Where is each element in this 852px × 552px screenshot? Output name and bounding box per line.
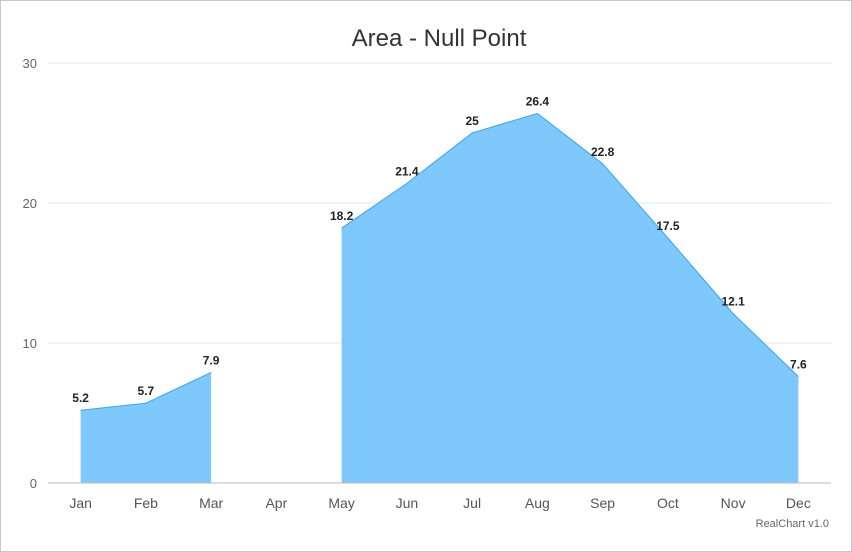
x-tick-label: Sep bbox=[590, 495, 615, 511]
x-tick-label: Aug bbox=[525, 495, 550, 511]
data-label: 22.8 bbox=[591, 145, 615, 159]
data-label: 25 bbox=[465, 114, 479, 128]
chart-title: Area - Null Point bbox=[352, 25, 527, 52]
x-tick-label: Mar bbox=[199, 495, 223, 511]
data-label: 21.4 bbox=[395, 164, 419, 178]
data-label: 12.1 bbox=[721, 295, 745, 309]
data-label: 26.4 bbox=[526, 94, 550, 108]
data-label: 7.9 bbox=[203, 353, 220, 367]
area-series bbox=[81, 113, 799, 483]
data-label: 17.5 bbox=[656, 219, 680, 233]
x-tick-label: May bbox=[328, 495, 354, 511]
y-axis: 0 10 20 30 bbox=[23, 56, 37, 491]
x-tick-label: Jul bbox=[463, 495, 481, 511]
y-tick-label: 20 bbox=[23, 196, 37, 211]
chart-credit: RealChart v1.0 bbox=[756, 518, 829, 530]
x-tick-label: Oct bbox=[657, 495, 679, 511]
x-tick-label: Jan bbox=[69, 495, 92, 511]
data-label: 5.7 bbox=[138, 384, 155, 398]
y-tick-label: 30 bbox=[23, 56, 37, 71]
data-label: 18.2 bbox=[330, 209, 354, 223]
x-tick-label: Feb bbox=[134, 495, 158, 511]
y-tick-label: 10 bbox=[23, 336, 37, 351]
x-tick-label: Jun bbox=[396, 495, 419, 511]
data-label: 5.2 bbox=[72, 391, 89, 405]
data-label: 7.6 bbox=[790, 358, 807, 372]
x-tick-label: Nov bbox=[721, 495, 746, 511]
x-tick-label: Apr bbox=[265, 495, 287, 511]
x-tick-label: Dec bbox=[786, 495, 811, 511]
y-tick-label: 0 bbox=[30, 476, 37, 491]
x-axis: Jan Feb Mar Apr May Jun Jul Aug Sep Oct Nov Dec bbox=[48, 483, 831, 511]
